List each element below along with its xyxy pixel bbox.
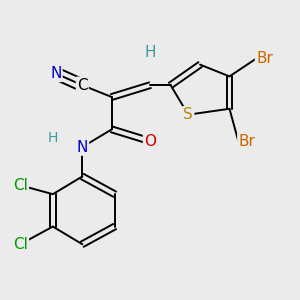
Text: Cl: Cl (13, 237, 28, 252)
Text: O: O (144, 134, 156, 149)
Text: Br: Br (238, 134, 255, 149)
Text: N: N (76, 140, 88, 154)
Text: H: H (48, 131, 58, 145)
Text: N: N (50, 66, 61, 81)
Text: H: H (144, 45, 156, 60)
Text: Br: Br (256, 51, 273, 66)
Text: Cl: Cl (13, 178, 28, 193)
Text: C: C (77, 78, 88, 93)
Text: S: S (183, 107, 193, 122)
